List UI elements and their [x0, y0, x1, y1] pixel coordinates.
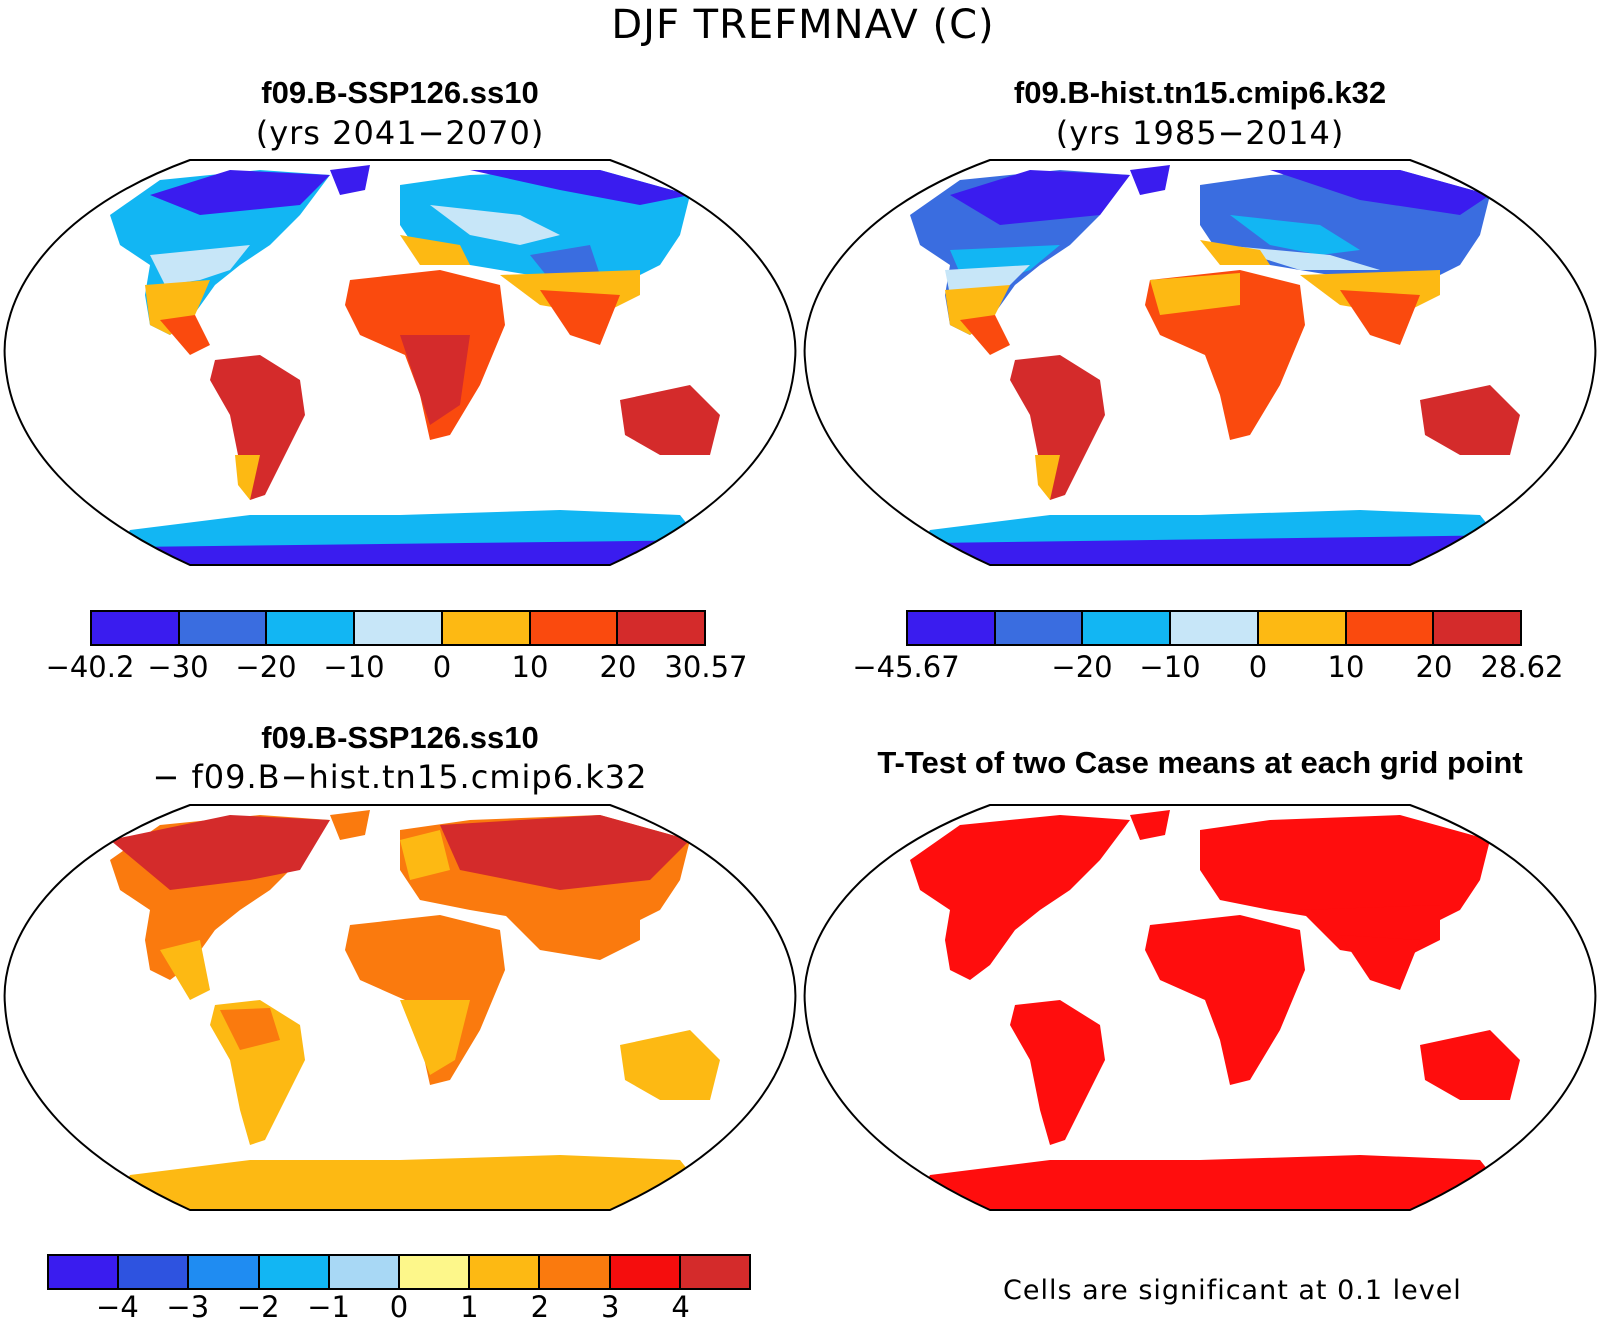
colorbar-tick-label: 30.57: [664, 650, 748, 684]
panel-subtitle-bottom-left: − f09.B−hist.tn15.cmip6.k32: [152, 758, 648, 796]
colorbar-swatch: [540, 1256, 611, 1288]
colorbar-tick-label: 20: [599, 650, 637, 684]
colorbar-ticks-top-left: −40.2 −30 −20 −10 0 10 20 30.57: [46, 650, 748, 686]
colorbar-tick-label: −3: [166, 1290, 210, 1324]
colorbar-tick-label: −20: [1051, 650, 1113, 684]
colorbar-swatch: [179, 612, 268, 644]
colorbar-tick-label: −2: [236, 1290, 280, 1324]
panel-subtitle-top-left: (yrs 2041−2070): [255, 114, 545, 152]
panel-title-top-right: f09.B-hist.tn15.cmip6.k32: [1013, 75, 1387, 110]
colorbar-tick-label: −30: [147, 650, 209, 684]
map-top-right: [803, 159, 1597, 566]
colorbar-swatch: [259, 1256, 330, 1288]
colorbar-tick-label: 0: [1248, 650, 1268, 684]
colorbar-top-right: [906, 610, 1522, 646]
colorbar-swatch: [189, 1256, 260, 1288]
colorbar-tick-label: 3: [600, 1290, 620, 1324]
figure-title: DJF TREFMNAV (C): [611, 2, 995, 48]
colorbar-tick-label: −45.67: [852, 650, 960, 684]
colorbar-tick-label: 4: [671, 1290, 690, 1324]
colorbar-swatch: [1434, 612, 1521, 644]
colorbar-swatch: [1171, 612, 1259, 644]
colorbar-tick-label: −20: [235, 650, 297, 684]
panel-title-bottom-left: f09.B-SSP126.ss10: [261, 720, 539, 755]
colorbar-swatch: [618, 612, 705, 644]
panel-subtitle-top-right: (yrs 1985−2014): [1055, 114, 1345, 152]
colorbar-swatch: [1258, 612, 1347, 644]
panel-title-bottom-right: T-Test of two Case means at each grid po…: [877, 745, 1523, 780]
colorbar-tick-label: 1: [460, 1290, 479, 1324]
colorbar-ticks-bottom-left: −4 −3 −2 −1 0 1 2 3 4: [47, 1290, 751, 1326]
colorbar-tick-label: 0: [432, 650, 452, 684]
colorbar-tick-label: 10: [1327, 650, 1365, 684]
colorbar-swatch: [92, 612, 180, 644]
map-top-left: [3, 159, 797, 566]
colorbar-swatch: [995, 612, 1084, 644]
colorbar-swatch: [530, 612, 619, 644]
colorbar-tick-label: −1: [307, 1290, 350, 1324]
colorbar-swatch: [119, 1256, 190, 1288]
colorbar-swatch: [329, 1256, 401, 1288]
colorbar-swatch: [610, 1256, 681, 1288]
colorbar-swatch: [1083, 612, 1172, 644]
map-bottom-right: [803, 804, 1597, 1211]
colorbar-swatch: [680, 1256, 750, 1288]
colorbar-tick-label: 10: [511, 650, 549, 684]
colorbar-tick-label: −40.2: [45, 650, 135, 684]
colorbar-swatch: [470, 1256, 541, 1288]
colorbar-tick-label: 28.62: [1480, 650, 1564, 684]
colorbar-top-left: [90, 610, 706, 646]
colorbar-swatch: [400, 1256, 471, 1288]
colorbar-tick-label: −10: [1139, 650, 1201, 684]
panel-title-top-left: f09.B-SSP126.ss10: [261, 75, 539, 110]
colorbar-tick-label: −10: [323, 650, 385, 684]
colorbar-swatch: [442, 612, 531, 644]
colorbar-tick-label: 20: [1415, 650, 1453, 684]
colorbar-swatch: [908, 612, 996, 644]
colorbar-swatch: [49, 1256, 120, 1288]
significance-note: Cells are significant at 0.1 level: [1003, 1275, 1462, 1306]
colorbar-tick-label: 0: [389, 1290, 409, 1324]
map-bottom-left: [3, 804, 797, 1211]
colorbar-swatch: [1346, 612, 1435, 644]
colorbar-swatch: [267, 612, 356, 644]
colorbar-tick-label: 2: [530, 1290, 550, 1324]
colorbar-bottom-left: [47, 1254, 751, 1290]
colorbar-swatch: [355, 612, 443, 644]
colorbar-tick-label: −4: [96, 1290, 139, 1324]
colorbar-ticks-top-right: −45.67 −20 −10 0 10 20 28.62: [852, 650, 1563, 686]
